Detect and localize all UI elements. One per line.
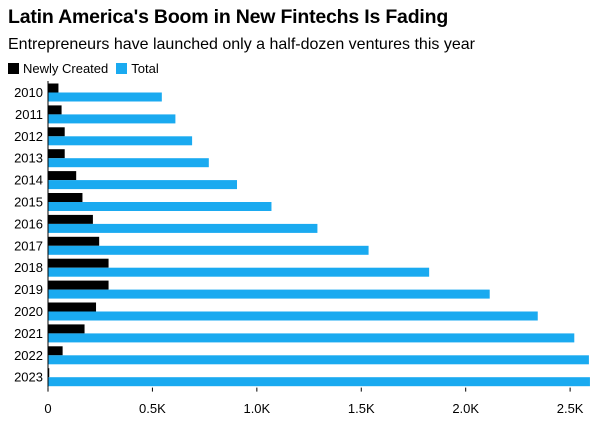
y-tick-label-2012: 2012 — [14, 129, 43, 144]
bar-total-2010 — [48, 92, 162, 102]
y-tick-label-2010: 2010 — [14, 85, 43, 100]
legend-label-total: Total — [131, 61, 159, 76]
y-tick-label-2013: 2013 — [14, 151, 43, 166]
bar-newly-created-2012 — [48, 127, 65, 137]
bar-total-2019 — [48, 289, 490, 299]
y-tick-label-2014: 2014 — [14, 173, 43, 188]
y-tick-label-2017: 2017 — [14, 238, 43, 253]
bar-newly-created-2022 — [48, 346, 63, 356]
x-tick-label-1.5K: 1.5K — [348, 401, 375, 416]
y-tick-label-2020: 2020 — [14, 304, 43, 319]
bar-total-2016 — [48, 223, 318, 233]
bar-total-2012 — [48, 136, 193, 146]
bar-newly-created-2010 — [48, 83, 59, 93]
legend-item-total: Total — [116, 61, 159, 76]
chart-title: Latin America's Boom in New Fintechs Is … — [8, 6, 449, 28]
chart-subtitle: Entrepreneurs have launched only a half-… — [8, 36, 475, 53]
bar-newly-created-2023 — [48, 368, 50, 378]
legend: Newly Created Total — [8, 61, 167, 76]
legend-swatch-newly-created — [8, 63, 19, 74]
legend-swatch-total — [116, 63, 128, 74]
bar-newly-created-2016 — [48, 214, 93, 224]
bar-newly-created-2020 — [48, 302, 97, 312]
bar-total-2015 — [48, 202, 272, 211]
legend-label-newly-created: Newly Created — [23, 61, 109, 76]
bar-newly-created-2021 — [48, 324, 85, 334]
y-tick-label-2023: 2023 — [14, 370, 43, 385]
x-tick-label-1.0K: 1.0K — [243, 401, 270, 416]
x-tick-label-2.5K: 2.5K — [557, 401, 584, 416]
bar-newly-created-2014 — [48, 171, 77, 181]
bar-newly-created-2015 — [48, 193, 83, 202]
bar-total-2020 — [48, 311, 538, 321]
bar-newly-created-2017 — [48, 236, 100, 246]
bar-total-2017 — [48, 245, 369, 255]
bar-newly-created-2011 — [48, 105, 62, 115]
legend-item-newly-created: Newly Created — [8, 61, 108, 76]
y-tick-label-2019: 2019 — [14, 282, 43, 297]
y-tick-label-2022: 2022 — [14, 348, 43, 363]
bar-total-2021 — [48, 333, 575, 343]
bar-total-2023 — [48, 377, 590, 387]
bar-newly-created-2013 — [48, 149, 65, 159]
bar-newly-created-2019 — [48, 280, 109, 290]
y-tick-label-2016: 2016 — [14, 216, 43, 231]
y-tick-label-2011: 2011 — [15, 107, 43, 122]
y-tick-label-2021: 2021 — [14, 326, 43, 341]
bar-newly-created-2018 — [48, 258, 109, 268]
bar-total-2013 — [48, 158, 209, 168]
x-tick-label-0: 0 — [44, 401, 51, 416]
bar-total-2014 — [48, 180, 238, 190]
y-tick-label-2018: 2018 — [14, 260, 43, 275]
bar-total-2022 — [48, 355, 589, 365]
x-tick-label-2.0K: 2.0K — [452, 401, 479, 416]
bar-total-2011 — [48, 114, 176, 124]
y-tick-label-2015: 2015 — [14, 195, 43, 210]
bar-total-2018 — [48, 267, 430, 277]
x-tick-label-0.5K: 0.5K — [139, 401, 166, 416]
